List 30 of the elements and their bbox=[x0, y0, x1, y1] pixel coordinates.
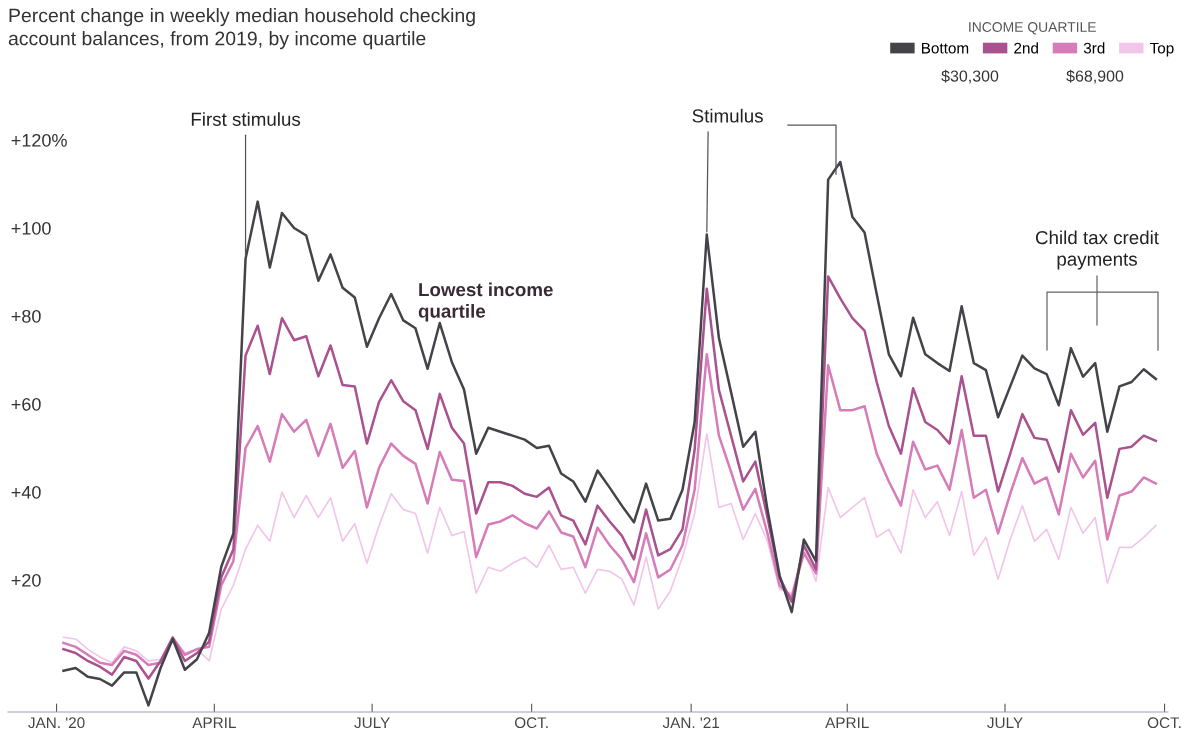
x-tick-label: APRIL bbox=[825, 717, 869, 728]
y-tick-label: +120% bbox=[11, 133, 67, 147]
x-tick-label: JAN. '20 bbox=[28, 717, 85, 729]
y-tick-label: +20 bbox=[11, 573, 41, 587]
legend-title: INCOME QUARTILE bbox=[969, 22, 1096, 35]
annotation: Child tax credit payments bbox=[1035, 230, 1159, 270]
text: $30,300 bbox=[941, 69, 999, 84]
legend-label: 2nd bbox=[1014, 42, 1038, 54]
legend-label: Top bbox=[1149, 42, 1174, 57]
annotation: First stimulus bbox=[191, 112, 301, 126]
annotation: Stimulus bbox=[692, 108, 763, 123]
y-tick-label: +80 bbox=[11, 309, 41, 323]
line-series bbox=[62, 353, 1158, 667]
chart-title: Percent change in weekly median household checking account balances, from 2019, by income quartile bbox=[8, 8, 475, 50]
line-series bbox=[62, 433, 1157, 664]
text: $68,900 bbox=[1066, 69, 1124, 84]
y-tick-label: +100 bbox=[11, 221, 51, 235]
x-tick-label: JAN. '21 bbox=[662, 717, 720, 729]
x-tick-label: OCT. bbox=[514, 717, 548, 729]
x-tick-label: JULY bbox=[354, 717, 390, 729]
line-series bbox=[62, 160, 1158, 707]
y-tick-label: +40 bbox=[11, 485, 41, 499]
annotation: Lowest income quartile bbox=[418, 282, 553, 322]
y-tick-label: +60 bbox=[11, 397, 41, 411]
legend-label: 3rd bbox=[1083, 42, 1105, 54]
x-tick-label: JULY bbox=[987, 717, 1023, 729]
x-tick-label: APRIL bbox=[192, 717, 236, 728]
line-series bbox=[62, 275, 1158, 680]
legend-label: Bottom bbox=[922, 42, 969, 54]
x-tick-label: OCT. bbox=[1147, 717, 1181, 729]
